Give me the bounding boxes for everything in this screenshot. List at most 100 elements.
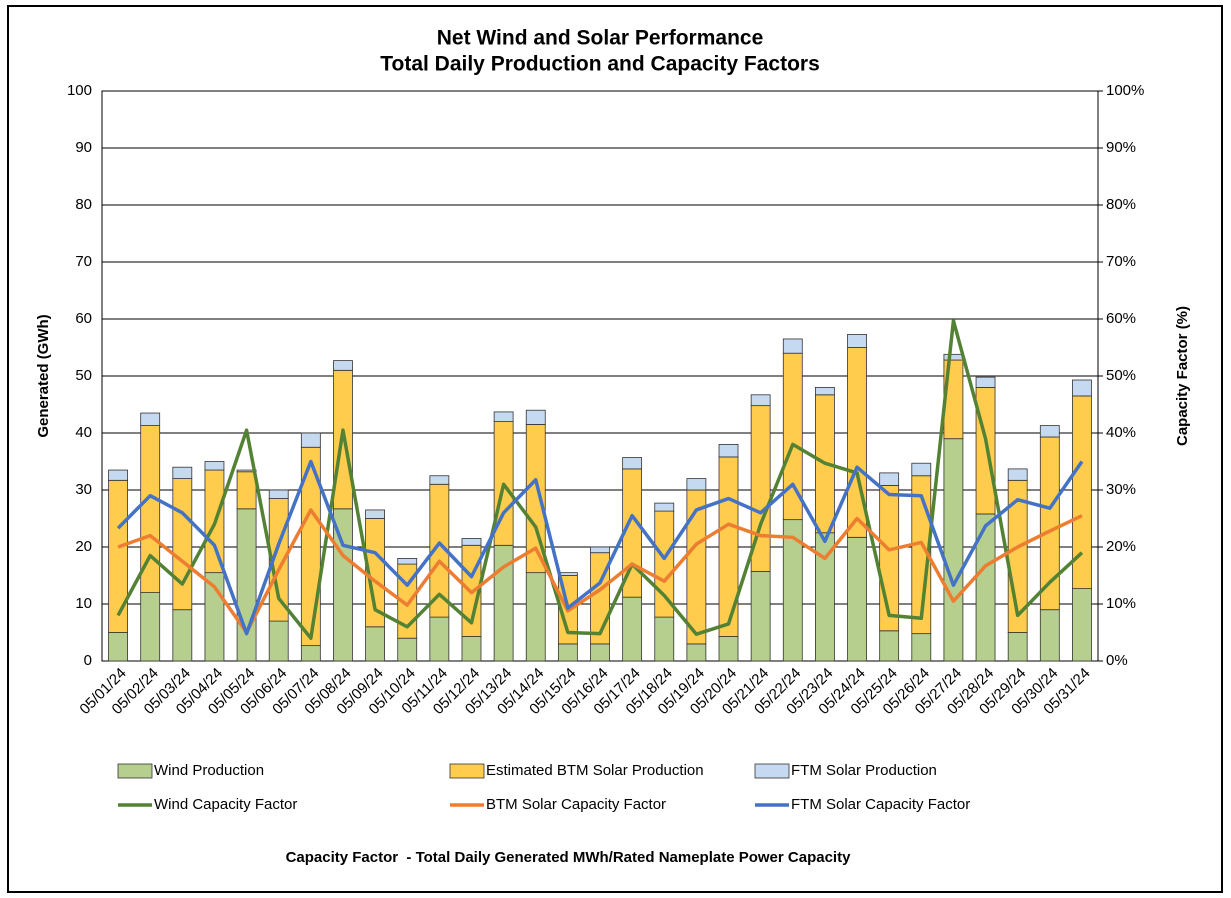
y-tick-label: 60 xyxy=(75,310,92,327)
bar xyxy=(847,536,867,662)
bar xyxy=(397,558,418,565)
bar xyxy=(300,645,321,662)
bar xyxy=(911,633,932,662)
y2-tick-label: 40% xyxy=(1106,424,1136,441)
bar xyxy=(1007,632,1028,662)
bar xyxy=(493,411,514,423)
bar xyxy=(782,338,803,354)
y2-tick-label: 70% xyxy=(1106,253,1136,270)
legend-label: BTM Solar Capacity Factor xyxy=(486,796,666,813)
bar xyxy=(879,472,900,486)
bar xyxy=(879,630,900,662)
bar xyxy=(461,538,482,546)
bar xyxy=(590,546,610,554)
bar xyxy=(204,461,225,471)
chart-title: Net Wind and Solar Performance xyxy=(437,27,764,50)
y2-tick-label: 80% xyxy=(1106,196,1136,213)
bar xyxy=(525,409,546,425)
bar xyxy=(461,636,482,662)
bar xyxy=(1072,379,1092,397)
bar xyxy=(718,456,739,637)
bar xyxy=(236,508,257,662)
bar xyxy=(172,466,193,480)
bar xyxy=(108,479,128,633)
bar xyxy=(911,462,932,477)
bar xyxy=(718,443,739,458)
bar xyxy=(815,386,835,396)
legend-label: FTM Solar Capacity Factor xyxy=(791,796,970,813)
y2-tick-label: 90% xyxy=(1106,139,1136,156)
bar xyxy=(397,637,418,662)
bar xyxy=(268,620,289,662)
y-tick-label: 80 xyxy=(75,196,92,213)
bar xyxy=(429,475,450,485)
legend-swatch xyxy=(754,763,790,779)
bar xyxy=(622,457,643,470)
bar xyxy=(172,478,193,611)
legend-swatch xyxy=(449,763,485,779)
bar xyxy=(300,432,321,448)
bar xyxy=(750,571,771,662)
y2-tick-label: 0% xyxy=(1106,652,1128,669)
bar xyxy=(750,394,771,407)
y-tick-label: 100 xyxy=(67,82,92,99)
y2-tick-label: 60% xyxy=(1106,310,1136,327)
bar xyxy=(108,632,128,662)
y2-tick-label: 100% xyxy=(1106,82,1144,99)
bar xyxy=(557,643,578,662)
bar xyxy=(365,626,385,662)
bar xyxy=(172,609,193,662)
y2-axis-title: Capacity Factor (%) xyxy=(1174,306,1191,446)
bar xyxy=(975,376,996,388)
y-tick-label: 20 xyxy=(75,538,92,555)
bar xyxy=(590,643,610,662)
y2-tick-label: 30% xyxy=(1106,481,1136,498)
bar xyxy=(140,592,161,662)
y-tick-label: 50 xyxy=(75,367,92,384)
bar xyxy=(847,333,867,348)
legend-swatch xyxy=(117,763,153,779)
bar xyxy=(975,386,996,515)
bar xyxy=(718,636,739,662)
bar xyxy=(108,469,128,481)
line xyxy=(117,508,1083,635)
bar xyxy=(268,489,289,499)
legend-label: Wind Production xyxy=(154,762,264,779)
bar xyxy=(1039,425,1060,438)
bar xyxy=(140,412,161,426)
y-tick-label: 10 xyxy=(75,595,92,612)
bar xyxy=(365,509,385,519)
bar xyxy=(429,616,450,662)
y-axis-title: Generated (GWh) xyxy=(35,314,52,437)
legend-label: Estimated BTM Solar Production xyxy=(486,762,704,779)
legend-label: Wind Capacity Factor xyxy=(154,796,297,813)
y-tick-label: 40 xyxy=(75,424,92,441)
bar xyxy=(525,572,546,662)
y2-tick-label: 10% xyxy=(1106,595,1136,612)
footnote: Capacity Factor - Total Daily Generated … xyxy=(286,849,852,866)
y2-tick-label: 50% xyxy=(1106,367,1136,384)
y2-tick-label: 20% xyxy=(1106,538,1136,555)
y-tick-label: 70 xyxy=(75,253,92,270)
frame xyxy=(7,5,1223,893)
y-tick-label: 90 xyxy=(75,139,92,156)
chart-subtitle: Total Daily Production and Capacity Fact… xyxy=(380,53,820,76)
line xyxy=(116,318,1084,640)
bar xyxy=(1072,588,1092,662)
bar xyxy=(654,502,675,512)
bar xyxy=(236,471,257,510)
legend-label: FTM Solar Production xyxy=(791,762,937,779)
y-tick-label: 0 xyxy=(84,652,92,669)
bar xyxy=(686,478,707,491)
bar xyxy=(686,643,707,662)
bar xyxy=(654,616,675,662)
bar xyxy=(943,353,964,361)
bar xyxy=(1039,609,1060,662)
bar xyxy=(943,438,964,662)
y-tick-label: 30 xyxy=(75,481,92,498)
bar xyxy=(1007,468,1028,481)
bar xyxy=(622,596,643,662)
line xyxy=(116,459,1084,636)
bar xyxy=(333,360,353,371)
